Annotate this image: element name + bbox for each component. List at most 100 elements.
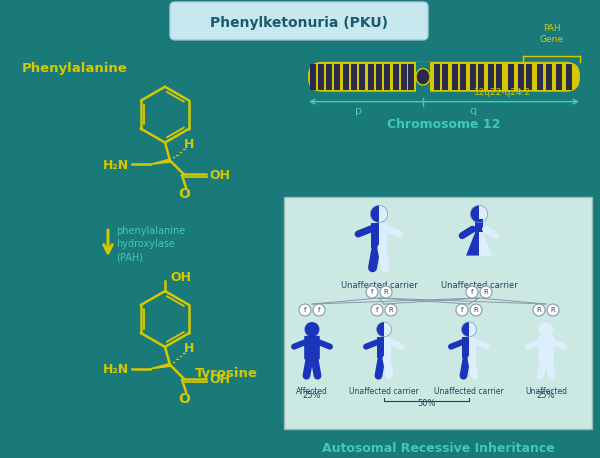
Polygon shape	[371, 223, 379, 248]
FancyBboxPatch shape	[310, 64, 316, 90]
FancyBboxPatch shape	[351, 64, 357, 90]
FancyBboxPatch shape	[537, 64, 543, 90]
Text: H₂N: H₂N	[103, 363, 129, 376]
Polygon shape	[479, 223, 492, 256]
Polygon shape	[384, 337, 391, 359]
Text: O: O	[178, 392, 190, 406]
Text: Autosomal Recessive Inheritance: Autosomal Recessive Inheritance	[322, 442, 554, 455]
Polygon shape	[379, 223, 387, 248]
Wedge shape	[461, 322, 469, 337]
Circle shape	[456, 304, 468, 316]
Circle shape	[313, 304, 325, 316]
Text: OH: OH	[209, 169, 230, 182]
FancyBboxPatch shape	[384, 64, 390, 90]
FancyBboxPatch shape	[401, 64, 407, 90]
Text: R: R	[551, 307, 556, 313]
Text: OH: OH	[170, 271, 191, 284]
FancyBboxPatch shape	[556, 64, 562, 90]
Text: Unaffected: Unaffected	[525, 387, 567, 396]
FancyBboxPatch shape	[566, 64, 572, 90]
Polygon shape	[466, 223, 479, 256]
Text: f: f	[371, 289, 373, 295]
Text: Unaffected carrier: Unaffected carrier	[434, 387, 504, 396]
Text: Affected: Affected	[296, 387, 328, 396]
Text: Phenylketonuria (PKU): Phenylketonuria (PKU)	[210, 16, 388, 30]
Ellipse shape	[416, 69, 430, 85]
Wedge shape	[384, 322, 391, 337]
Text: p: p	[355, 106, 361, 115]
Wedge shape	[377, 322, 384, 337]
Wedge shape	[470, 205, 479, 223]
Wedge shape	[479, 205, 488, 223]
Text: H: H	[184, 343, 194, 355]
Polygon shape	[150, 363, 170, 369]
Circle shape	[299, 304, 311, 316]
Text: 25%: 25%	[537, 391, 555, 400]
Text: Unaffected carrier: Unaffected carrier	[349, 387, 419, 396]
FancyBboxPatch shape	[470, 64, 476, 90]
FancyBboxPatch shape	[284, 197, 592, 429]
FancyBboxPatch shape	[308, 62, 580, 92]
Circle shape	[547, 304, 559, 316]
Text: H: H	[184, 138, 194, 151]
FancyBboxPatch shape	[452, 64, 458, 90]
FancyBboxPatch shape	[434, 64, 440, 90]
FancyBboxPatch shape	[518, 64, 524, 90]
Text: R: R	[536, 307, 541, 313]
Circle shape	[371, 304, 383, 316]
FancyBboxPatch shape	[359, 64, 365, 90]
Text: 12q22-q24.2: 12q22-q24.2	[475, 87, 532, 97]
FancyBboxPatch shape	[376, 64, 382, 90]
FancyBboxPatch shape	[304, 336, 320, 360]
Polygon shape	[462, 337, 469, 359]
Text: R: R	[383, 289, 388, 295]
Text: OH: OH	[209, 373, 230, 386]
Wedge shape	[379, 205, 388, 223]
Text: R: R	[484, 289, 488, 295]
Text: PAH
Gene: PAH Gene	[539, 24, 563, 44]
Circle shape	[480, 286, 492, 298]
FancyBboxPatch shape	[326, 64, 332, 90]
Text: O: O	[178, 187, 190, 202]
FancyBboxPatch shape	[416, 62, 430, 92]
FancyBboxPatch shape	[368, 64, 374, 90]
Text: f: f	[318, 307, 320, 313]
Circle shape	[466, 286, 478, 298]
Polygon shape	[150, 159, 170, 164]
FancyBboxPatch shape	[393, 64, 399, 90]
Circle shape	[380, 286, 392, 298]
Circle shape	[385, 304, 397, 316]
Text: 25%: 25%	[303, 391, 321, 400]
Text: f: f	[471, 289, 473, 295]
FancyBboxPatch shape	[170, 2, 428, 40]
Text: q: q	[469, 106, 476, 115]
FancyBboxPatch shape	[478, 64, 484, 90]
FancyBboxPatch shape	[343, 64, 349, 90]
Text: R: R	[473, 307, 478, 313]
FancyBboxPatch shape	[318, 64, 324, 90]
Wedge shape	[370, 205, 379, 223]
Circle shape	[539, 322, 553, 337]
Text: Unaffected carrier: Unaffected carrier	[341, 281, 418, 290]
FancyBboxPatch shape	[508, 64, 514, 90]
Text: f: f	[461, 307, 463, 313]
Text: f: f	[304, 307, 306, 313]
Circle shape	[533, 304, 545, 316]
Polygon shape	[377, 337, 384, 359]
Circle shape	[470, 304, 482, 316]
FancyBboxPatch shape	[408, 64, 414, 90]
Polygon shape	[469, 337, 476, 359]
FancyBboxPatch shape	[546, 64, 552, 90]
Circle shape	[305, 322, 319, 337]
Text: 50%: 50%	[417, 399, 436, 408]
Text: Tyrosine: Tyrosine	[195, 367, 258, 380]
Circle shape	[366, 286, 378, 298]
FancyBboxPatch shape	[442, 64, 448, 90]
Text: f: f	[376, 307, 378, 313]
Text: Phenylalanine: Phenylalanine	[22, 62, 128, 75]
FancyBboxPatch shape	[488, 64, 494, 90]
FancyBboxPatch shape	[526, 64, 532, 90]
Text: Unaffected carrier: Unaffected carrier	[440, 281, 517, 290]
FancyBboxPatch shape	[538, 336, 554, 360]
Text: R: R	[389, 307, 394, 313]
